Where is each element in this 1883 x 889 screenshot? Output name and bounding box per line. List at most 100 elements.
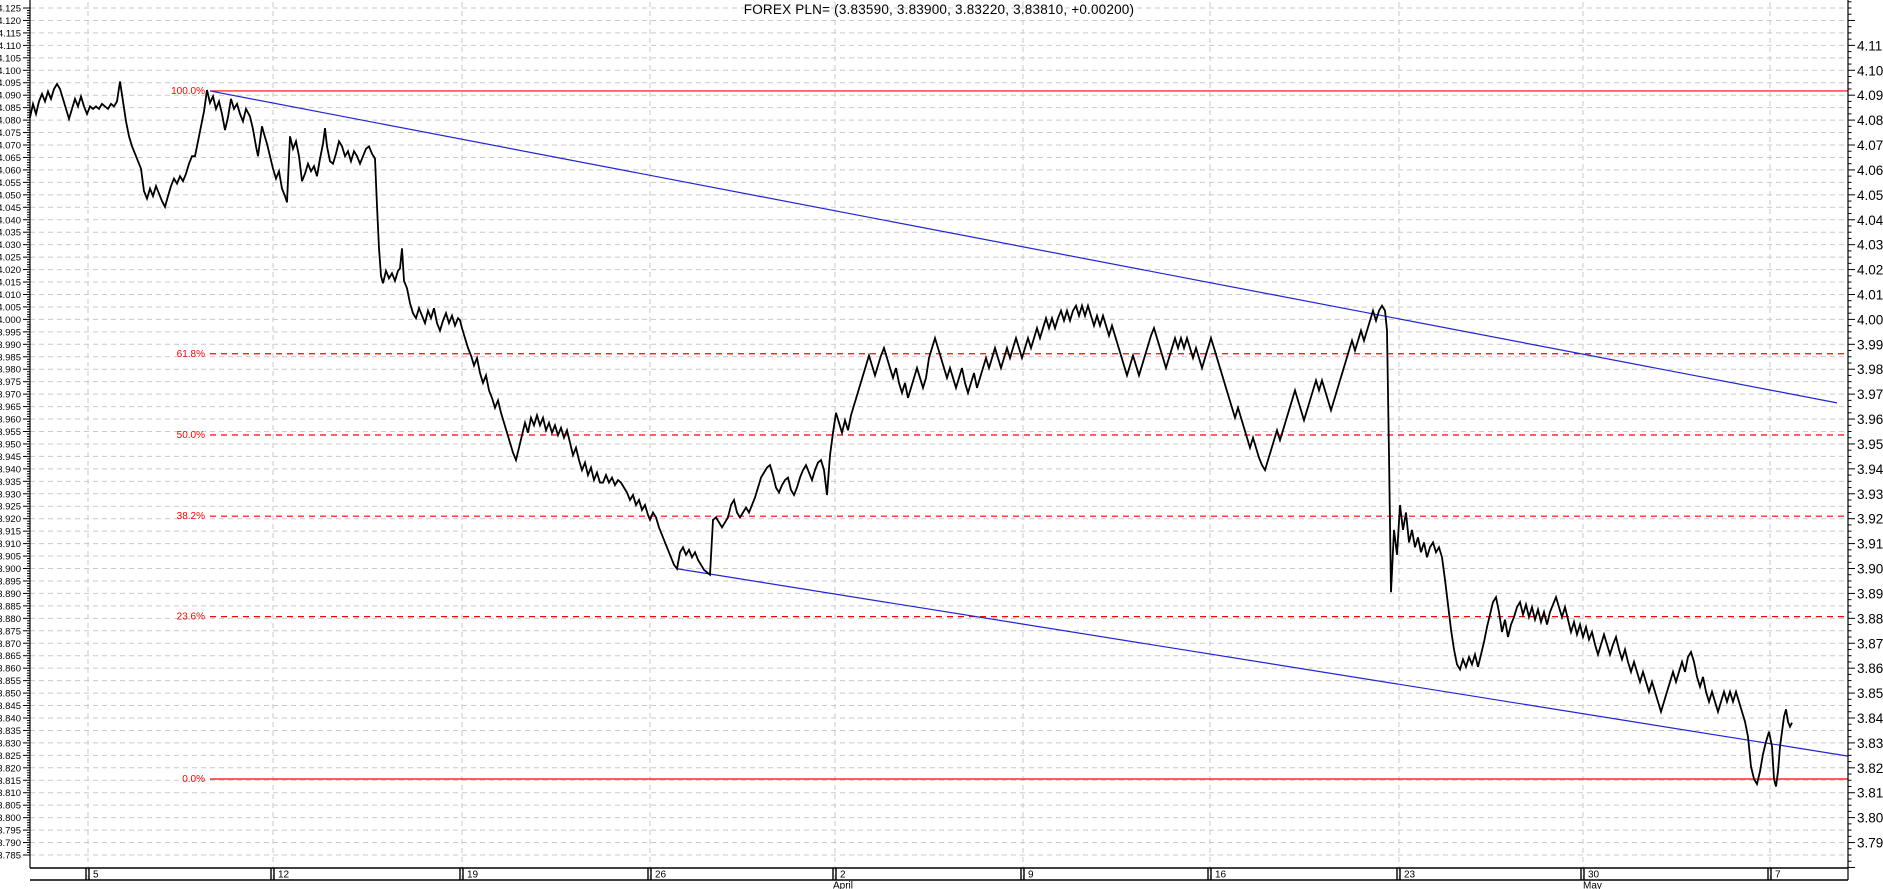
right-axis-label: 4.06 — [1857, 163, 1883, 178]
right-axis-label: 4.01 — [1857, 287, 1883, 302]
left-axis-label: 3.815 — [0, 776, 21, 787]
left-axis-label: 3.795 — [0, 826, 21, 837]
right-axis-label: 4.00 — [1857, 312, 1883, 327]
month-label: April — [833, 881, 853, 889]
chart-title: FOREX PLN= (3.83590, 3.83900, 3.83220, 3… — [743, 2, 1135, 17]
right-axis-label: 4.02 — [1857, 263, 1883, 278]
left-axis-label: 4.060 — [0, 165, 21, 176]
left-axis-label: 3.980 — [0, 365, 21, 376]
right-axis-label: 3.81 — [1857, 786, 1883, 801]
date-tick-label: 5 — [93, 870, 99, 881]
left-axis-label: 3.925 — [0, 502, 21, 513]
left-axis-label: 3.920 — [0, 514, 21, 525]
right-axis-label: 3.85 — [1857, 686, 1883, 701]
left-axis-label: 4.045 — [0, 203, 21, 214]
fib-label: 50.0% — [177, 430, 205, 441]
left-axis-label: 3.825 — [0, 751, 21, 762]
left-axis-label: 4.025 — [0, 253, 21, 264]
left-axis-label: 3.890 — [0, 589, 21, 600]
left-axis-label: 3.855 — [0, 676, 21, 687]
left-axis-label: 3.870 — [0, 639, 21, 650]
right-axis-label: 3.87 — [1857, 636, 1883, 651]
date-tick-label: 23 — [1404, 870, 1416, 881]
left-axis-label: 4.100 — [0, 66, 21, 77]
fib-label: 23.6% — [177, 612, 205, 623]
left-axis-label: 3.865 — [0, 651, 21, 662]
left-axis-label: 3.950 — [0, 439, 21, 450]
left-axis-label: 4.030 — [0, 240, 21, 251]
right-axis-label: 3.98 — [1857, 362, 1883, 377]
date-tick-label: 26 — [655, 870, 667, 881]
date-tick-label: 7 — [1775, 870, 1781, 881]
left-axis-label: 3.940 — [0, 464, 21, 475]
left-axis-label: 3.805 — [0, 801, 21, 812]
left-axis-label: 4.095 — [0, 78, 21, 89]
left-axis-label: 3.955 — [0, 427, 21, 438]
left-axis-label: 3.885 — [0, 601, 21, 612]
left-axis-label: 3.960 — [0, 415, 21, 426]
right-axis-label: 3.96 — [1857, 412, 1883, 427]
left-axis-label: 3.785 — [0, 851, 21, 862]
left-axis-label: 3.845 — [0, 701, 21, 712]
date-tick-label: 12 — [278, 870, 290, 881]
left-axis-label: 3.835 — [0, 726, 21, 737]
right-axis-label: 4.04 — [1857, 213, 1883, 228]
left-axis-label: 3.930 — [0, 489, 21, 500]
right-axis-label: 4.08 — [1857, 113, 1883, 128]
left-axis-label: 4.020 — [0, 265, 21, 276]
date-tick-label: 9 — [1028, 870, 1034, 881]
fib-label: 100.0% — [171, 86, 205, 97]
right-axis-label: 4.05 — [1857, 188, 1883, 203]
left-axis-label: 3.900 — [0, 564, 21, 575]
left-axis-label: 4.085 — [0, 103, 21, 114]
right-axis-label: 3.83 — [1857, 736, 1883, 751]
fibonacci-levels: 100.0% 61.8% 50.0% 38.2% 23.6% 0.0% — [171, 86, 1848, 785]
left-axis-label: 4.000 — [0, 315, 21, 326]
right-axis-label: 3.79 — [1857, 836, 1883, 851]
left-axis-label: 3.820 — [0, 763, 21, 774]
right-axis-label: 3.80 — [1857, 811, 1883, 826]
date-tick-label: 2 — [840, 870, 846, 881]
right-axis-label: 4.10 — [1857, 63, 1883, 78]
left-axis-label: 3.995 — [0, 327, 21, 338]
right-axis-label: 3.82 — [1857, 761, 1883, 776]
left-axis-label: 3.985 — [0, 352, 21, 363]
right-axis-label: 3.91 — [1857, 537, 1883, 552]
left-axis-label: 3.875 — [0, 626, 21, 637]
date-tick-label: 30 — [1588, 870, 1600, 881]
fib-label: 0.0% — [182, 774, 205, 785]
left-axis-label: 3.850 — [0, 689, 21, 700]
right-axis-label: 3.88 — [1857, 611, 1883, 626]
left-axis-label: 3.910 — [0, 539, 21, 550]
date-tick-label: 16 — [1215, 870, 1227, 881]
left-axis-label: 4.105 — [0, 53, 21, 64]
right-axis-label: 4.07 — [1857, 138, 1883, 153]
left-axis-label: 3.800 — [0, 813, 21, 824]
left-axis-label: 4.055 — [0, 178, 21, 189]
left-axis-label: 4.065 — [0, 153, 21, 164]
right-axis-label: 4.03 — [1857, 238, 1883, 253]
left-axis-label: 3.830 — [0, 738, 21, 749]
fib-label: 38.2% — [177, 511, 205, 522]
right-axis-label: 3.90 — [1857, 562, 1883, 577]
right-axis-label: 3.84 — [1857, 711, 1883, 726]
left-axis-label: 3.945 — [0, 452, 21, 463]
left-axis-label: 3.810 — [0, 788, 21, 799]
left-axis-label: 4.125 — [0, 4, 21, 15]
date-axis[interactable]: 5 12 19 26 2 9 16 23 30 7 April May — [30, 867, 1848, 889]
right-price-axis[interactable]: 4.11 4.10 4.09 4.08 4.07 4.06 4.05 4.04 4.03 4.02… — [1847, 0, 1883, 880]
right-axis-label: 3.86 — [1857, 661, 1883, 676]
right-axis-label: 3.94 — [1857, 462, 1883, 477]
left-axis-label: 4.080 — [0, 116, 21, 127]
right-axis-label: 3.92 — [1857, 512, 1883, 527]
right-axis-label: 3.93 — [1857, 487, 1883, 502]
left-axis-label: 3.965 — [0, 402, 21, 413]
right-axis-label: 3.89 — [1857, 586, 1883, 601]
left-axis-label: 4.050 — [0, 190, 21, 201]
left-axis-label: 3.895 — [0, 576, 21, 587]
right-axis-label: 3.95 — [1857, 437, 1883, 452]
left-axis-label: 4.035 — [0, 228, 21, 239]
